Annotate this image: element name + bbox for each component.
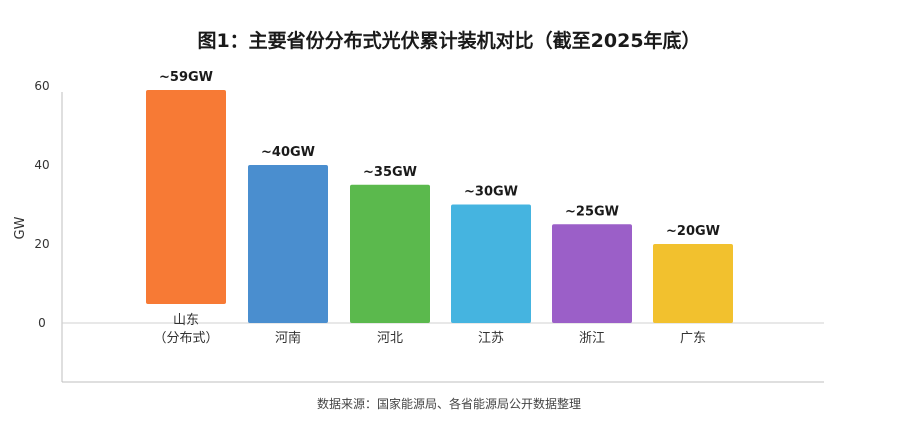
data-labels: ~59GW ~40GW ~35GW ~30GW ~25GW ~20GW [159, 70, 720, 239]
x-tick-label: 河南 [275, 330, 301, 346]
bar [552, 224, 632, 323]
x-tick-label: 山东 [173, 313, 199, 328]
data-label: ~20GW [666, 224, 720, 239]
bar [248, 165, 328, 323]
y-tick-label: 20 [34, 237, 49, 251]
y-tick-label: 60 [34, 79, 49, 93]
chart-title: 图1：主要省份分布式光伏累计装机对比（截至2025年底） [197, 29, 700, 52]
bar [350, 184, 430, 323]
x-tick-label: 广东 [680, 331, 706, 346]
source-note: 数据来源：国家能源局、各省能源局公开数据整理 [317, 396, 581, 411]
bar [451, 204, 531, 323]
data-label: ~35GW [363, 165, 417, 180]
y-axis-ticks: 0 20 40 60 [34, 79, 49, 330]
bar [653, 244, 733, 323]
bar [146, 89, 226, 304]
data-label: ~30GW [464, 185, 518, 200]
y-tick-label: 40 [34, 158, 49, 172]
x-tick-label: 江苏 [478, 330, 504, 346]
y-axis-label: GW [13, 216, 28, 239]
data-label: ~25GW [565, 204, 619, 219]
bars [146, 89, 733, 323]
x-tick-label: 河北 [377, 331, 403, 346]
y-tick-label: 0 [38, 316, 46, 330]
x-tick-label: （分布式） [153, 331, 218, 346]
category-labels: 山东 （分布式） 河南 河北 江苏 浙江 广东 [153, 313, 706, 346]
data-label: ~59GW [159, 70, 213, 85]
x-tick-label: 浙江 [579, 331, 605, 346]
data-label: ~40GW [261, 145, 315, 160]
